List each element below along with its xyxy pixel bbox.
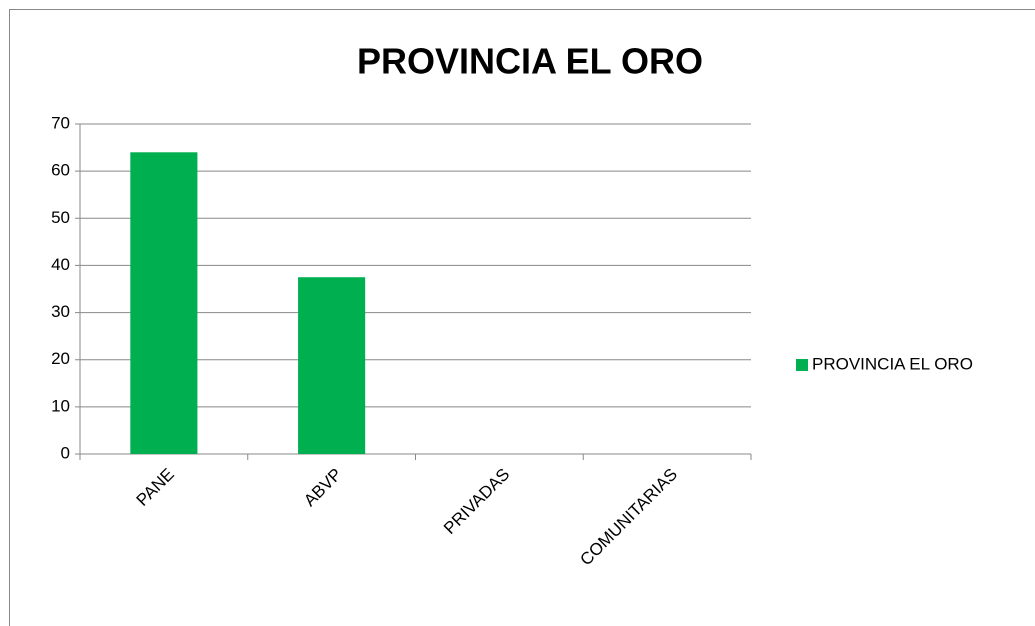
bar <box>130 152 198 455</box>
legend-label: PROVINCIA EL ORO <box>812 354 973 373</box>
y-tick-label: 20 <box>51 349 70 368</box>
y-tick-label: 30 <box>51 302 70 321</box>
y-tick-label: 10 <box>51 396 70 415</box>
y-tick-label: 70 <box>51 113 70 132</box>
bar <box>298 277 366 454</box>
y-tick-label: 40 <box>51 255 70 274</box>
legend-swatch <box>796 359 808 371</box>
chart-title: PROVINCIA EL ORO <box>357 41 703 82</box>
y-tick-label: 60 <box>51 161 70 180</box>
y-tick-label: 50 <box>51 208 70 227</box>
y-tick-label: 0 <box>61 443 70 462</box>
